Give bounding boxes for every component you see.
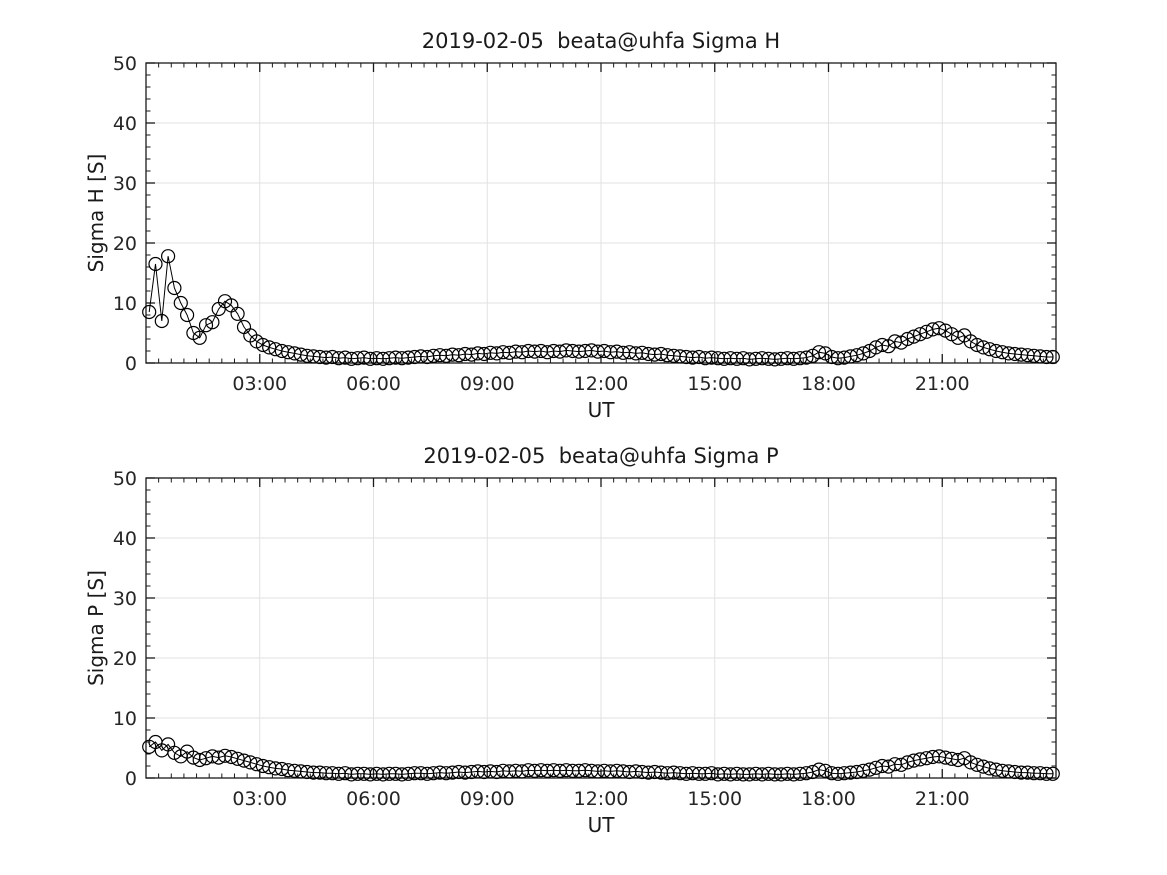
data-line [148, 741, 1053, 775]
data-point-marker [906, 329, 921, 344]
data-point-marker [811, 345, 827, 360]
y-tick-label: 50 [113, 468, 137, 490]
x-tick-label: 15:00 [687, 373, 742, 395]
data-point-marker [963, 755, 978, 770]
x-tick-label: 18:00 [801, 373, 856, 395]
data-point-marker [167, 280, 182, 296]
data-point-marker [976, 340, 991, 355]
x-tick-label: 09:00 [460, 373, 515, 395]
data-point-marker [969, 337, 985, 353]
x-tick-label: 06:00 [346, 788, 401, 810]
data-point-marker [173, 295, 188, 311]
data-point-marker [198, 318, 214, 333]
data-point-marker [142, 304, 157, 320]
data-point-marker [230, 306, 245, 321]
x-tick-label: 15:00 [687, 788, 742, 810]
data-point-marker [205, 315, 220, 330]
data-point-marker [1039, 766, 1054, 781]
data-point-marker [894, 757, 909, 772]
y-tick-label: 0 [125, 768, 137, 790]
data-point-marker [856, 346, 871, 361]
y-tick-label: 10 [113, 293, 137, 315]
x-tick-label: 03:00 [232, 788, 287, 810]
x-tick-label: 21:00 [915, 373, 970, 395]
plot2-y-axis-label: Sigma P [S] [84, 570, 108, 686]
x-tick-label: 18:00 [801, 788, 856, 810]
data-point-marker [849, 348, 865, 363]
x-tick-label: 12:00 [574, 788, 629, 810]
y-tick-label: 50 [113, 53, 137, 75]
plot1-title: 2019-02-05 beata@uhfa Sigma H [421, 29, 781, 53]
data-point-marker [912, 327, 928, 342]
plot2-x-axis-label: UT [587, 813, 615, 837]
x-tick-label: 12:00 [574, 373, 629, 395]
y-tick-label: 10 [113, 708, 137, 730]
data-point-marker [799, 350, 814, 365]
data-point-marker [950, 330, 966, 345]
plot1-axes: 03:00 06:00 09:00 12:00 15:00 18:00 21:00 0 10 20… [113, 53, 1057, 395]
x-tick-label: 03:00 [232, 373, 287, 395]
plot1-y-axis-label: Sigma H [S] [84, 153, 108, 273]
data-point-marker [148, 256, 163, 272]
y-tick-label: 30 [113, 173, 137, 195]
data-point-marker [230, 751, 245, 766]
data-point-marker [180, 307, 195, 323]
plot2-axes: 03:00 06:00 09:00 12:00 15:00 18:00 21:00 0 10 20… [113, 468, 1057, 810]
data-point-marker [875, 337, 890, 353]
data-point-marker [154, 313, 169, 329]
data-point-marker [224, 749, 239, 765]
data-point-marker [161, 249, 176, 264]
data-point-marker [192, 752, 207, 768]
data-point-marker [900, 331, 915, 347]
data-point-marker [262, 340, 277, 355]
y-tick-label: 20 [113, 233, 137, 255]
x-tick-label: 06:00 [346, 373, 401, 395]
data-point-marker [931, 321, 947, 336]
y-tick-label: 30 [113, 588, 137, 610]
plot2-data-series [142, 734, 1060, 782]
data-point-marker [811, 762, 827, 777]
data-point-marker [1039, 349, 1054, 365]
plot1-data-series [142, 249, 1060, 367]
y-tick-label: 40 [113, 113, 137, 135]
data-point-marker [1045, 349, 1060, 365]
x-tick-label: 21:00 [915, 788, 970, 810]
data-point-marker [1045, 766, 1060, 781]
plot2-title: 2019-02-05 beata@uhfa Sigma P [423, 444, 779, 468]
y-tick-label: 0 [125, 353, 137, 375]
data-point-marker [255, 337, 270, 353]
y-tick-label: 20 [113, 648, 137, 670]
plot1-x-axis-label: UT [587, 398, 615, 422]
y-tick-label: 40 [113, 528, 137, 550]
x-tick-label: 09:00 [460, 788, 515, 810]
data-point-marker [192, 330, 207, 345]
